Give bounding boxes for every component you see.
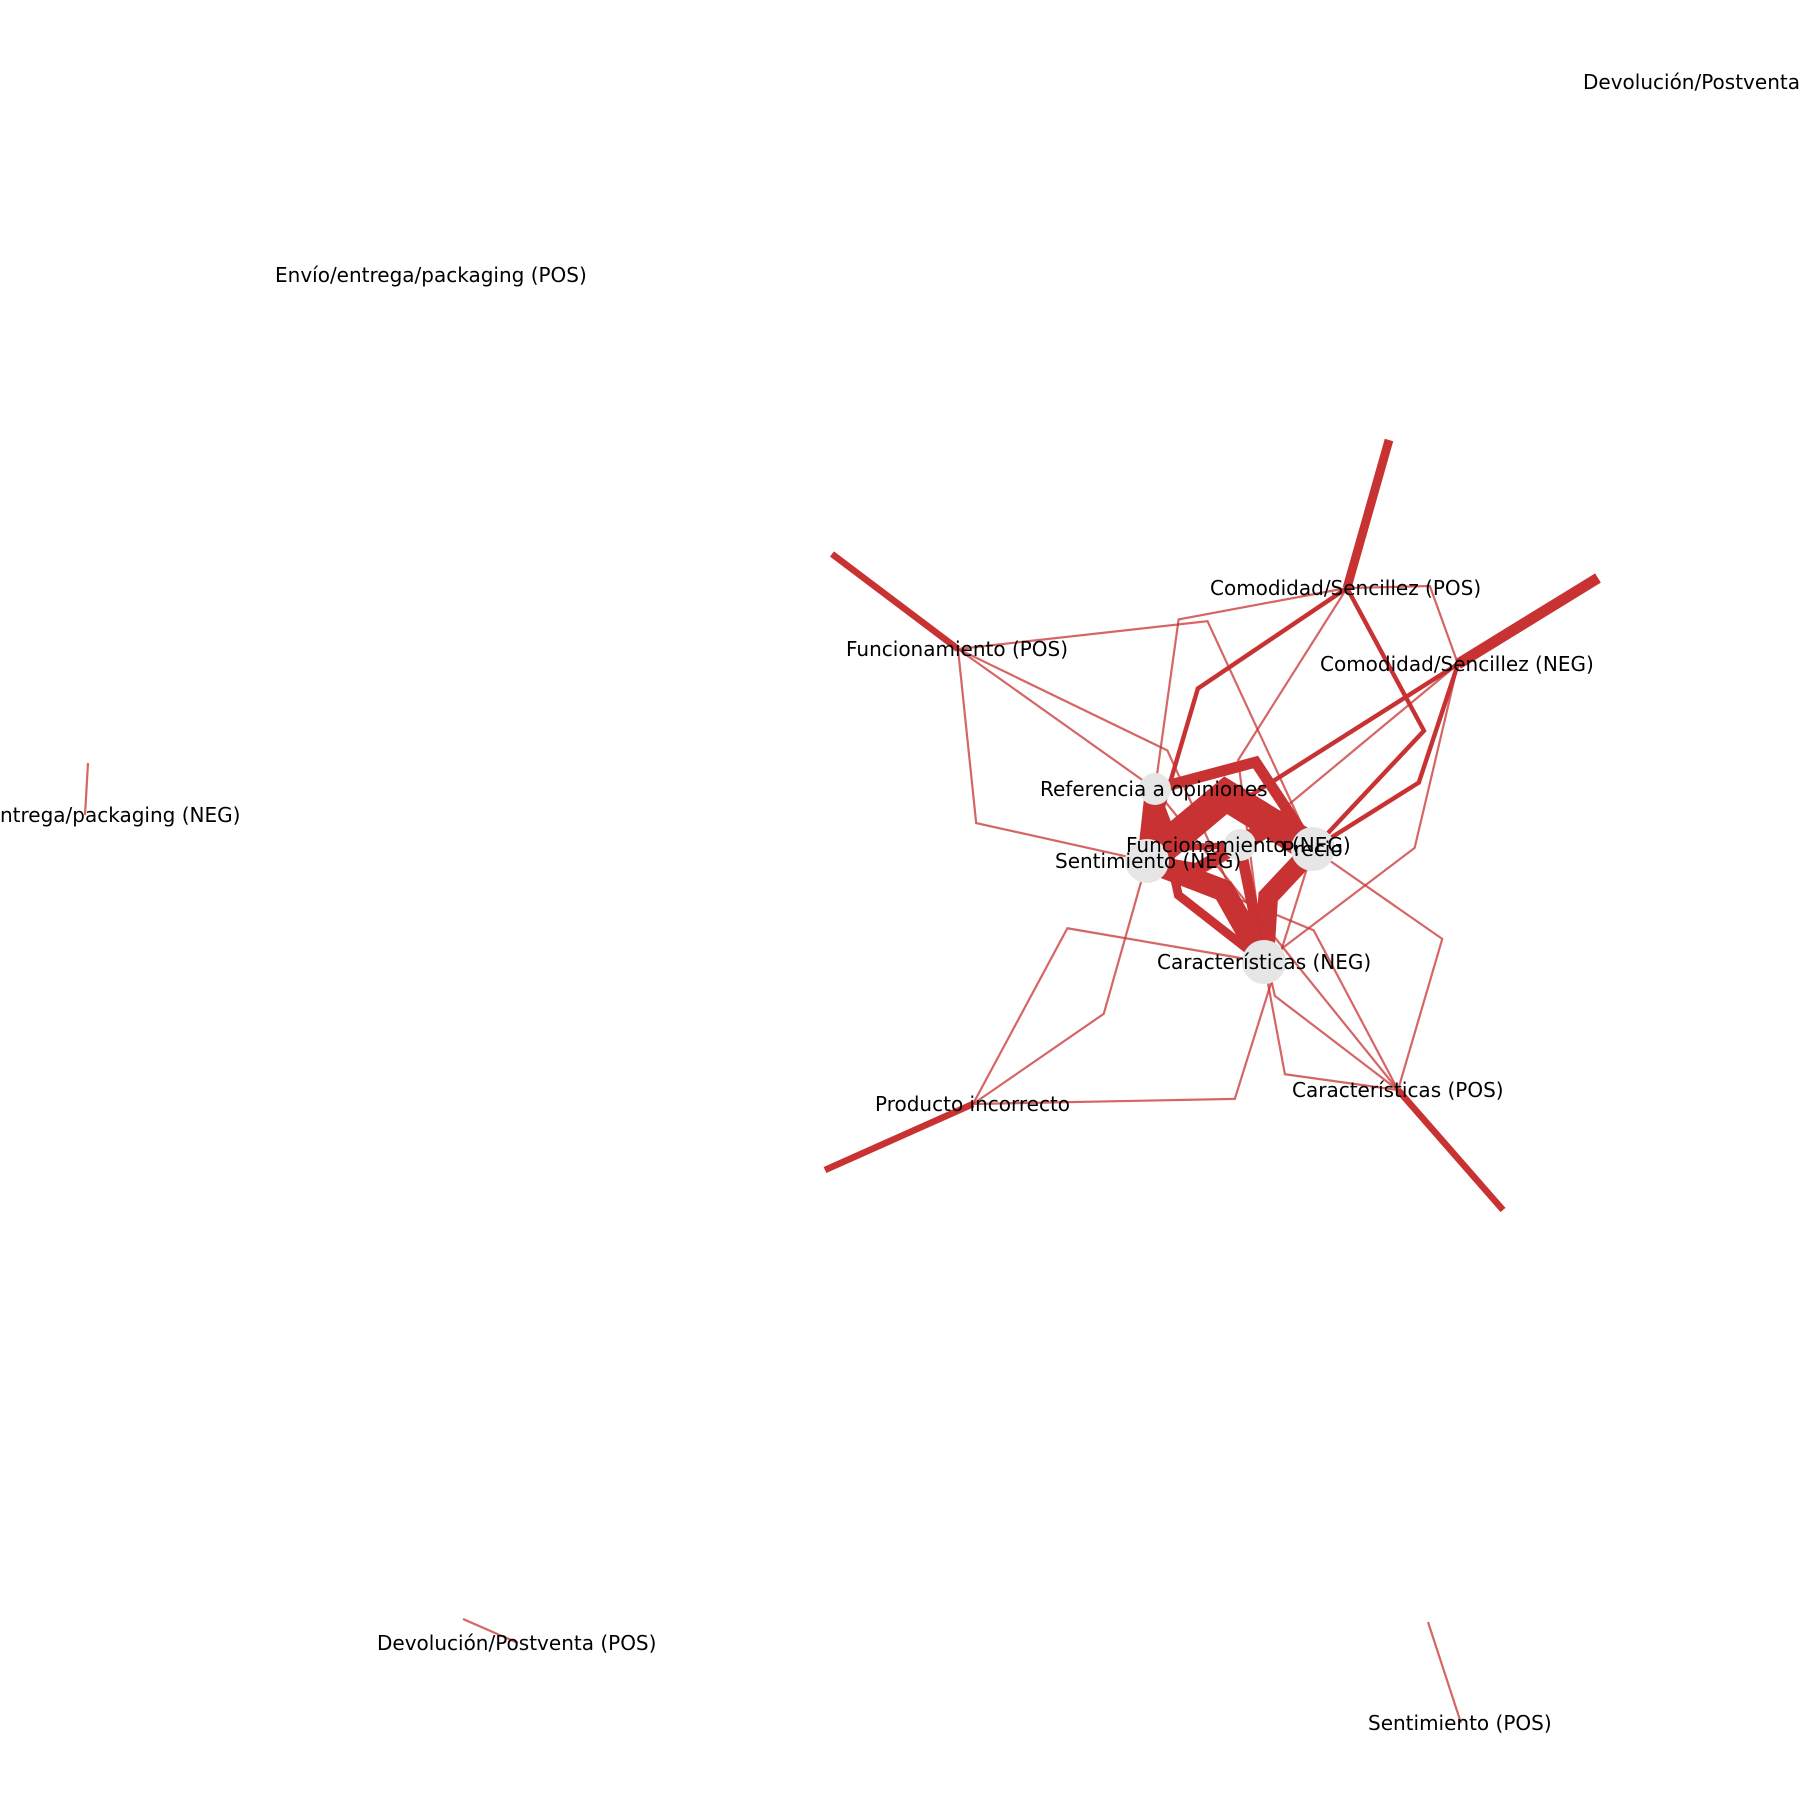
edge-producto_incorrecto-sentimiento_neg xyxy=(972,860,1149,1105)
node-precio xyxy=(1291,827,1335,871)
node-referencia xyxy=(1139,773,1171,805)
node-label-envio-neg: ntrega/packaging (NEG) xyxy=(0,803,240,827)
node-label-funcionamiento-pos: Funcionamiento (POS) xyxy=(846,637,1068,661)
node-label-envio-pos: Envío/entrega/packaging (POS) xyxy=(275,263,587,287)
node-label-caracteristicas-neg: Características (NEG) xyxy=(1157,950,1371,974)
node-layer xyxy=(1125,773,1335,984)
edge-comodidad_neg-comodidad_neg xyxy=(1455,573,1601,669)
edge-funcionamiento_pos-funcionamiento_pos xyxy=(830,551,960,652)
edge-devolucion_pos-devolucion_pos xyxy=(462,1617,519,1645)
node-label-producto-incorrecto: Producto incorrecto xyxy=(875,1092,1070,1116)
edge-funcionamiento_pos-caracteristicas_neg xyxy=(957,648,1266,963)
edge-caracteristicas_pos-funcionamiento_neg xyxy=(1238,844,1399,1091)
node-label-caracteristicas-pos: Características (POS) xyxy=(1292,1078,1504,1102)
node-label-precio: Precio xyxy=(1282,837,1343,861)
edge-comodidad_pos-referencia xyxy=(1153,586,1348,790)
edge-caracteristicas_pos-referencia xyxy=(1154,788,1399,1091)
edge-caracteristicas_pos-sentimiento_neg xyxy=(1146,859,1399,1091)
edge-caracteristicas_pos-caracteristicas_pos xyxy=(1395,1087,1506,1213)
node-label-funcionamiento-neg: Funcionamiento (NEG) xyxy=(1126,833,1351,857)
edge-producto_incorrecto-caracteristicas_neg xyxy=(972,927,1265,1105)
edge-caracteristicas_pos-precio xyxy=(1312,848,1444,1091)
edge-layer xyxy=(83,438,1601,1724)
edge-funcionamiento_pos-referencia xyxy=(957,648,1156,790)
edge-comodidad_neg-sentimiento_neg xyxy=(1145,662,1460,863)
edge-comodidad_pos-comodidad_neg xyxy=(1346,584,1460,665)
node-label-referencia: Referencia a opiniones xyxy=(1040,777,1268,801)
edge-referencia-precio xyxy=(1153,755,1318,853)
node-label-comodidad-neg: Comodidad/Sencillez (NEG) xyxy=(1320,652,1594,676)
edge-caracteristicas_pos-caracteristicas_neg xyxy=(1262,961,1399,1092)
edge-producto_incorrecto-precio xyxy=(972,848,1315,1106)
edge-comodidad_pos-caracteristicas_neg xyxy=(1237,587,1348,963)
edge-envio_neg-envio_neg xyxy=(83,762,90,816)
edge-funcionamiento_pos-sentimiento_neg xyxy=(956,648,1148,863)
edge-comodidad_pos-precio xyxy=(1311,586,1427,851)
edge-funcionamiento_pos-precio xyxy=(957,620,1314,850)
node-label-sentimiento-neg: Sentimiento (NEG) xyxy=(1055,849,1241,873)
node-label-comodidad-pos: Comodidad/Sencillez (POS) xyxy=(1210,576,1481,600)
edge-comodidad_neg-caracteristicas_neg xyxy=(1263,663,1460,963)
edge-referencia-caracteristicas_neg xyxy=(1150,788,1267,966)
node-sentimiento_neg xyxy=(1125,839,1169,883)
node-funcionamiento_neg xyxy=(1224,829,1256,861)
label-layer: Devolución/Postventa Envío/entrega/packa… xyxy=(0,70,1800,1735)
edge-comodidad_neg-funcionamiento_neg xyxy=(1239,663,1459,846)
node-caracteristicas_neg xyxy=(1242,940,1286,984)
node-label-devolucion-pos: Devolución/Postventa (POS) xyxy=(377,1631,656,1655)
node-label-sentimiento-pos: Sentimiento (POS) xyxy=(1368,1711,1552,1735)
edge-producto_incorrecto-producto_incorrecto xyxy=(823,1100,975,1174)
node-label-devolucion-neg: Devolución/Postventa xyxy=(1583,70,1800,94)
edge-comodidad_pos-sentimiento_neg xyxy=(1144,586,1349,862)
edge-comodidad_neg-precio xyxy=(1311,663,1461,851)
edge-comodidad_pos-comodidad_pos xyxy=(1342,438,1394,590)
edge-sentimiento_pos-sentimiento_pos xyxy=(1426,1621,1463,1724)
